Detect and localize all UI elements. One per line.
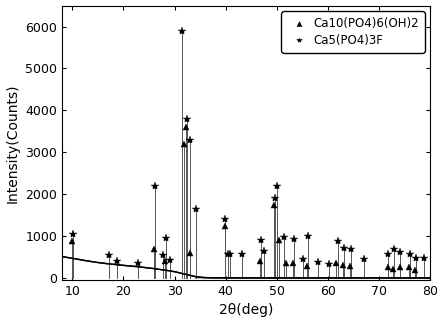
X-axis label: 2θ(deg): 2θ(deg) bbox=[219, 303, 274, 318]
Legend: Ca10(PO4)6(OH)2, Ca5(PO4)3F: Ca10(PO4)6(OH)2, Ca5(PO4)3F bbox=[281, 11, 424, 53]
Y-axis label: Intensity(Counts): Intensity(Counts) bbox=[6, 83, 20, 203]
